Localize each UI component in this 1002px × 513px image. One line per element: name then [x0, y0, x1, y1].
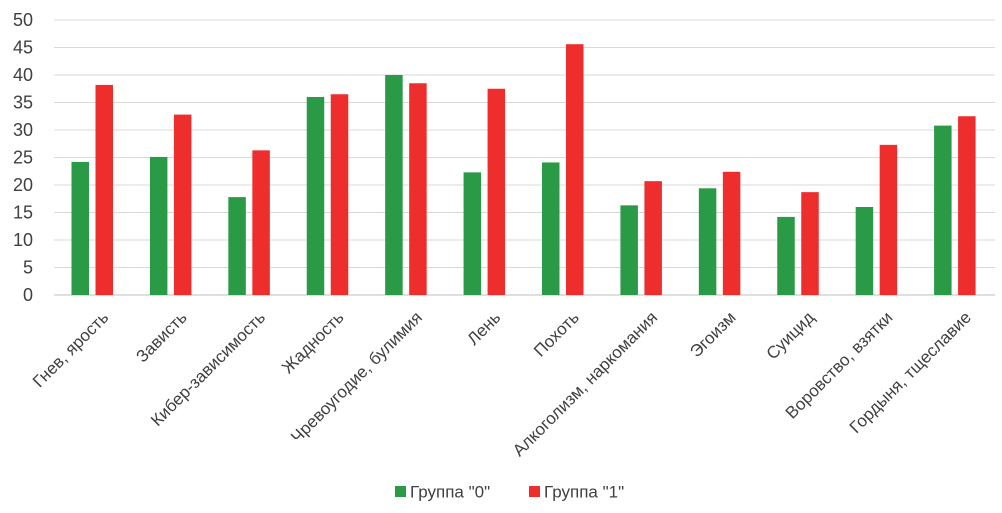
bar-series-1 — [722, 171, 741, 295]
bar-series-1 — [801, 192, 819, 295]
bar-series-0 — [542, 162, 560, 295]
y-tick-label: 0 — [23, 285, 33, 305]
gridlines — [54, 19, 995, 296]
y-tick-label: 10 — [13, 230, 33, 250]
bar-series-0 — [698, 188, 717, 295]
y-tick-label: 25 — [13, 148, 33, 168]
legend-swatch — [395, 486, 406, 497]
x-tick-label: Чревоугодие, булимия — [287, 308, 426, 447]
bar-series-1 — [330, 94, 349, 295]
bar-series-1 — [644, 181, 662, 295]
y-tick-label: 35 — [13, 93, 33, 113]
x-tick-label: Эгоизм — [686, 308, 739, 361]
bar-series-1 — [409, 83, 427, 295]
bar-series-1 — [173, 114, 192, 295]
x-tick-label: Похоть — [530, 308, 583, 361]
x-tick-label: Жадность — [278, 308, 348, 378]
bar-series-1 — [958, 116, 976, 295]
legend-swatch — [529, 486, 540, 497]
bar-series-0 — [463, 172, 482, 295]
x-tick-label: Алкоголизм, наркомания — [509, 308, 661, 460]
bar-series-0 — [306, 97, 325, 295]
bar-series-0 — [71, 161, 89, 295]
bar-series-1 — [566, 44, 584, 296]
bar-series-1 — [487, 88, 506, 295]
x-tick-label: Гнев, ярость — [29, 308, 112, 391]
y-tick-label: 45 — [13, 38, 33, 58]
y-tick-label: 50 — [13, 10, 33, 30]
legend-label: Группа "1" — [544, 483, 624, 502]
x-tick-label: Лень — [463, 308, 504, 349]
y-tick-label: 40 — [13, 65, 33, 85]
bar-series-0 — [149, 156, 168, 295]
bar-series-0 — [385, 75, 403, 295]
bars — [71, 44, 976, 296]
x-tick-label: Суицид — [763, 308, 819, 364]
bar-series-0 — [777, 216, 795, 295]
bar-series-0 — [620, 205, 638, 295]
legend-label: Группа "0" — [410, 483, 490, 502]
y-tick-label: 30 — [13, 120, 33, 140]
legend: Группа "0" Группа "1" — [395, 483, 624, 502]
bar-series-1 — [879, 144, 898, 295]
x-tick-label: Зависть — [132, 308, 190, 366]
bar-series-0 — [228, 197, 246, 295]
bar-series-0 — [934, 125, 952, 295]
y-axis-ticks: 0 5 10 15 20 25 30 35 40 45 50 — [13, 10, 33, 305]
y-tick-label: 15 — [13, 203, 33, 223]
y-tick-label: 5 — [23, 258, 33, 278]
y-tick-label: 20 — [13, 175, 33, 195]
bar-series-1 — [95, 84, 113, 296]
bar-series-1 — [252, 150, 270, 295]
bar-series-0 — [855, 207, 874, 295]
